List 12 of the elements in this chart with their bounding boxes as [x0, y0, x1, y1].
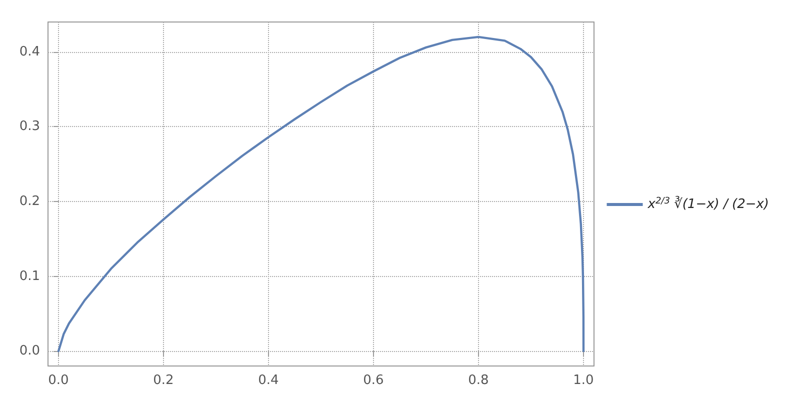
x-tick-label: 0.4 — [258, 373, 279, 388]
y-tick-label: 0.2 — [19, 194, 40, 209]
x-tick-label: 0.6 — [363, 373, 384, 388]
y-tick-label: 0.4 — [19, 44, 40, 60]
x-tick-label: 0.2 — [153, 373, 174, 388]
line-series — [57, 36, 585, 352]
y-tick-label: 0.3 — [19, 119, 40, 134]
x-tick-label: 0.0 — [48, 373, 69, 388]
x-tick-label: 1.0 — [573, 373, 594, 388]
y-tick-label: 0.0 — [19, 344, 40, 359]
x-tick-label: 0.8 — [468, 373, 489, 388]
y-tick-label: 0.1 — [19, 268, 40, 284]
